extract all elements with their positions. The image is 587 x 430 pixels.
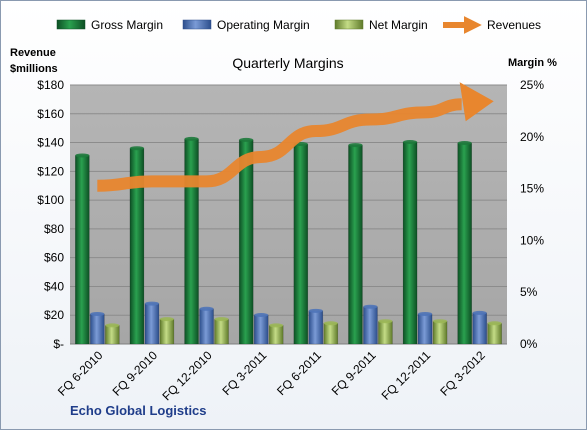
x-tick-label: FQ 9-2011: [329, 348, 379, 398]
left-tick-label: $180: [37, 78, 64, 92]
x-tick-label: FQ 3-2012: [437, 348, 488, 399]
net-margin-bar-top: [105, 323, 120, 328]
legend-label-revenues: Revenues: [487, 18, 541, 32]
legend-label-net-margin: Net Margin: [369, 18, 428, 32]
revenue-line-layer: [97, 82, 494, 192]
operating-margin-bar-top: [199, 306, 214, 311]
net-margin-bar-top: [378, 319, 393, 324]
x-tick-label: FQ 12-2011: [379, 348, 434, 403]
right-axis-ticks: 0% 5% 10% 15% 20% 25%: [520, 78, 544, 351]
left-tick-label: $140: [37, 136, 64, 150]
bars-layer: [75, 136, 502, 345]
operating-margin-bar: [199, 308, 214, 345]
operating-margin-bar-top: [90, 311, 105, 316]
left-tick-label: $20: [44, 308, 64, 322]
operating-margin-bar-top: [254, 312, 269, 317]
left-tick-label: $40: [44, 279, 64, 293]
operating-margin-bar-top: [363, 304, 378, 309]
operating-margin-bar: [417, 313, 433, 345]
revenue-arrowhead: [459, 82, 494, 122]
legend-label-operating-margin: Operating Margin: [217, 18, 310, 32]
x-tick-label: FQ 12-2010: [159, 348, 214, 403]
gross-margin-bar: [293, 143, 309, 345]
net-margin-bar: [105, 325, 120, 345]
net-margin-bar-top: [433, 319, 448, 324]
right-tick-label: 20%: [520, 130, 544, 144]
gross-margin-bar: [457, 142, 472, 345]
chart-title: Quarterly Margins: [232, 55, 343, 71]
net-margin-bar-top: [269, 323, 284, 328]
net-margin-bar-top: [214, 317, 229, 322]
x-tick-label: FQ 9-2010: [110, 348, 161, 399]
net-margin-bar-top: [159, 317, 174, 322]
gross-margin-bar: [75, 155, 90, 345]
net-margin-bar: [214, 318, 229, 345]
gross-margin-bar-top: [403, 139, 418, 144]
x-tick-label: FQ 6-2010: [55, 348, 106, 399]
gross-margin-bar: [402, 141, 418, 345]
x-tick-label: FQ 3-2011: [219, 348, 269, 398]
net-margin-bar: [323, 323, 339, 345]
left-axis-title-line2: $millions: [10, 63, 58, 75]
legend-label-gross-margin: Gross Margin: [91, 18, 163, 32]
left-tick-label: $60: [44, 251, 64, 265]
operating-margin-bar: [144, 303, 160, 345]
gross-margin-bar-top: [239, 137, 254, 142]
left-tick-label: $-: [53, 337, 64, 351]
gross-margin-bar-top: [184, 136, 199, 141]
operating-margin-bar-top: [472, 310, 487, 315]
gross-margin-bar: [348, 144, 363, 345]
left-axis-ticks: $- $20 $40 $60 $80 $100 $120 $140 $160 $180: [37, 78, 64, 351]
operating-margin-bar-top: [308, 308, 323, 313]
operating-margin-bar-top: [418, 311, 433, 316]
net-margin-bar-top: [323, 321, 338, 326]
operating-margin-bar: [90, 313, 105, 345]
net-margin-bar: [487, 323, 502, 345]
gross-margin-bar: [184, 138, 199, 345]
gross-margin-bar-top: [129, 146, 144, 151]
x-tick-label: FQ 6-2011: [274, 348, 324, 398]
left-tick-label: $100: [37, 193, 64, 207]
legend-swatch-gross-margin: [56, 19, 86, 30]
net-margin-bar: [159, 318, 175, 345]
right-tick-label: 0%: [520, 337, 538, 351]
operating-margin-bar: [472, 312, 487, 345]
company-name: Echo Global Logistics: [70, 403, 207, 418]
operating-margin-bar-top: [144, 301, 159, 306]
legend-swatch-operating-margin: [182, 19, 212, 30]
operating-margin-bar: [253, 314, 269, 345]
x-axis-labels: FQ 6-2010 FQ 9-2010 FQ 12-2010 FQ 3-2011 FQ …: [55, 348, 488, 403]
right-axis-title: Margin %: [508, 57, 557, 69]
revenue-line: [97, 98, 462, 192]
net-margin-bar: [268, 325, 284, 345]
gross-margin-bar-top: [457, 141, 472, 146]
gross-margin-bar-top: [75, 153, 90, 158]
left-tick-label: $80: [44, 222, 64, 236]
right-tick-label: 10%: [520, 233, 544, 247]
gross-margin-bar-top: [348, 143, 363, 148]
operating-margin-bar: [308, 310, 324, 345]
operating-margin-bar: [363, 306, 378, 345]
legend-swatch-net-margin: [334, 19, 364, 30]
net-margin-bar: [378, 320, 393, 345]
net-margin-bar: [432, 320, 448, 345]
legend: Gross Margin Operating Margin Net Margin…: [56, 16, 541, 34]
right-tick-label: 25%: [520, 78, 544, 92]
net-margin-bar-top: [487, 321, 502, 326]
right-tick-label: 5%: [520, 285, 538, 299]
right-tick-label: 15%: [520, 182, 544, 196]
left-tick-label: $160: [37, 107, 64, 121]
left-tick-label: $120: [37, 164, 64, 178]
left-axis-title-line1: Revenue: [10, 47, 56, 59]
